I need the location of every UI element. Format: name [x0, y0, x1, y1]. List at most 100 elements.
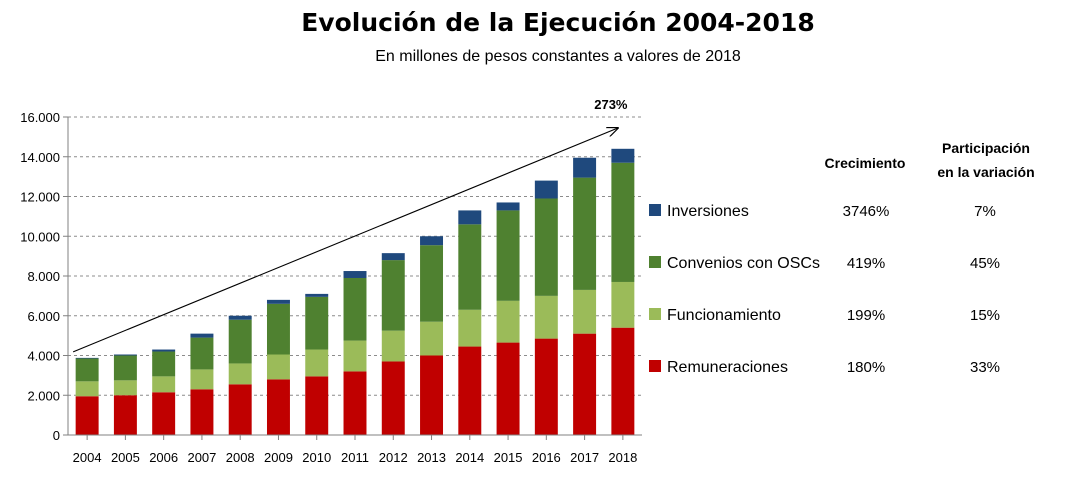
bar-segment: [420, 236, 444, 246]
trend-line: [72, 128, 618, 353]
chart-subtitle: En millones de pesos constantes a valore…: [375, 48, 741, 65]
x-tick-label: 2005: [111, 450, 140, 465]
x-tick-label: 2011: [341, 450, 369, 465]
bar-segment: [420, 245, 444, 322]
x-tick-label: 2010: [302, 450, 331, 465]
y-tick-label: 6.000: [27, 309, 60, 324]
x-tick-label: 2006: [149, 450, 178, 465]
bar-segment: [343, 271, 367, 278]
bar-segment: [458, 346, 482, 435]
bar-segment: [266, 354, 290, 380]
share-value: 45%: [970, 255, 1000, 272]
legend-label: Inversiones: [667, 203, 749, 220]
y-tick-label: 4.000: [27, 349, 60, 364]
bar-segment: [228, 315, 252, 320]
legend-label: Remuneraciones: [667, 359, 788, 376]
bar-segment: [458, 309, 482, 347]
bar-segment: [534, 180, 558, 199]
bar-segment: [152, 392, 176, 435]
bar-segment: [420, 321, 444, 356]
bar-segment: [113, 354, 137, 356]
bar-segment: [343, 371, 367, 435]
bar-segment: [190, 369, 214, 390]
bar-segment: [266, 379, 290, 435]
legend-swatch: [649, 204, 661, 216]
x-tick-label: 2009: [264, 450, 293, 465]
x-tick-label: 2004: [73, 450, 102, 465]
y-tick-label: 0: [53, 428, 60, 443]
growth-value: 419%: [847, 255, 885, 272]
bar-segment: [573, 333, 597, 435]
bar-segment: [266, 299, 290, 304]
bar-segment: [228, 363, 252, 385]
y-tick-label: 8.000: [27, 269, 60, 284]
bar-segment: [381, 330, 405, 362]
x-tick-label: 2016: [532, 450, 561, 465]
bar-segment: [573, 177, 597, 290]
growth-value: 180%: [847, 359, 885, 376]
bar-segment: [573, 289, 597, 334]
trend-label: 273%: [594, 97, 628, 112]
bar-segment: [534, 295, 558, 339]
bar-segment: [75, 357, 99, 359]
bar-segment: [611, 327, 635, 435]
bar-segment: [113, 395, 137, 435]
bar-segment: [381, 361, 405, 435]
share-value: 33%: [970, 359, 1000, 376]
y-tick-label: 14.000: [20, 150, 60, 165]
x-tick-label: 2015: [494, 450, 523, 465]
bar-segment: [381, 253, 405, 261]
bar-segment: [343, 340, 367, 372]
bar-segment: [152, 351, 176, 377]
legend-swatch: [649, 256, 661, 268]
legend-table: Inversiones 3746% 7% Convenios con OSCs 419%…: [649, 203, 1000, 376]
bar-segment: [343, 277, 367, 341]
legend-label: Convenios con OSCs: [667, 255, 820, 272]
bar-segment: [75, 396, 99, 435]
x-tick-label: 2014: [455, 450, 484, 465]
bar-segment: [611, 148, 635, 163]
bar-segment: [152, 376, 176, 393]
bar-segment: [611, 162, 635, 282]
legend-label: Funcionamiento: [667, 307, 781, 324]
x-tick-label: 2018: [608, 450, 637, 465]
bar-segment: [190, 389, 214, 435]
bar-segment: [228, 319, 252, 364]
x-tick-label: 2007: [187, 450, 216, 465]
legend-swatch: [649, 308, 661, 320]
bar-segment: [458, 224, 482, 310]
x-tick-label: 2013: [417, 450, 446, 465]
growth-value: 199%: [847, 307, 885, 324]
bar-segment: [534, 198, 558, 296]
legend-swatch: [649, 360, 661, 372]
y-tick-label: 10.000: [20, 229, 60, 244]
bar-segment: [420, 355, 444, 435]
y-tick-label: 12.000: [20, 190, 60, 205]
bar-segment: [534, 338, 558, 435]
share-value: 7%: [974, 203, 996, 220]
bar-segment: [496, 300, 520, 343]
bar-segment: [496, 202, 520, 211]
bar-segment: [305, 296, 329, 350]
y-tick-label: 2.000: [27, 388, 60, 403]
bar-segment: [305, 349, 329, 377]
table-header-growth: Crecimiento: [825, 155, 906, 171]
y-tick-label: 16.000: [20, 110, 60, 125]
bar-segment: [611, 281, 635, 328]
bar-segment: [113, 355, 137, 381]
table-header-share-line1: Participación: [942, 140, 1030, 156]
x-tick-label: 2017: [570, 450, 599, 465]
trend-arrow: 273%: [72, 97, 628, 353]
share-value: 15%: [970, 307, 1000, 324]
bar-segment: [266, 303, 290, 355]
bar-segment: [305, 376, 329, 435]
bar-segment: [305, 293, 329, 297]
bar-segment: [75, 381, 99, 397]
axes: 0 2.000 4.000 6.000 8.000 10.000 12.000 14.000 1…: [20, 110, 642, 465]
table-header-share-line2: en la variación: [937, 164, 1034, 180]
bars: [75, 148, 635, 435]
bar-segment: [75, 358, 99, 382]
bar-segment: [113, 380, 137, 396]
bar-segment: [190, 337, 214, 370]
